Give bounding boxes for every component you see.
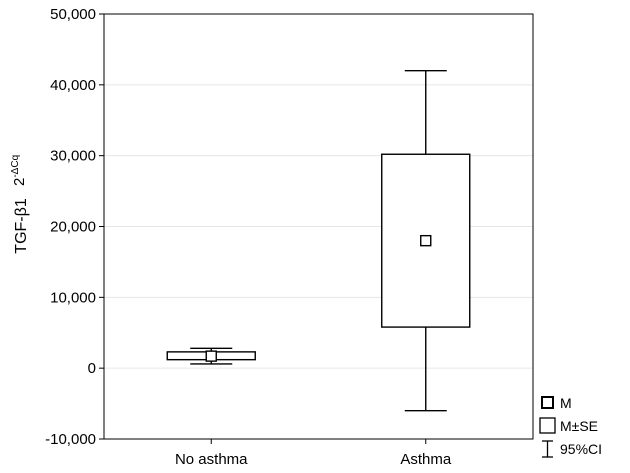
y-axis-unit-text: 2-ΔCq	[10, 155, 28, 186]
y-tick-label: 10,000	[50, 289, 96, 306]
box-group	[381, 69, 471, 412]
legend-entry: 95%CI	[542, 440, 602, 458]
box-series	[166, 69, 471, 412]
mean-marker	[205, 350, 217, 362]
y-tick-label: 30,000	[50, 148, 96, 165]
y-tick-label: 20,000	[50, 219, 96, 236]
y-axis-unit-exponent: -ΔCq	[10, 155, 21, 178]
legend-mean-swatch	[541, 396, 554, 409]
y-tick-label: 40,000	[50, 77, 96, 94]
box-group	[166, 347, 256, 365]
x-tick-label: Asthma	[400, 451, 452, 468]
x-axis-ticks: No asthma Asthma	[175, 439, 452, 468]
legend-box-swatch	[539, 417, 556, 434]
legend-entry: M	[541, 395, 572, 411]
y-tick-label: 50,000	[50, 6, 96, 23]
y-axis-unit-base: 2	[11, 178, 28, 186]
mean-marker	[420, 234, 432, 247]
x-tick-label: No asthma	[175, 451, 248, 468]
y-axis-title: TGF-β1	[13, 198, 30, 254]
y-axis-label: TGF-β1	[13, 198, 30, 254]
legend-label: M	[560, 395, 572, 411]
legend: M M±SE 95%CI	[539, 395, 602, 458]
y-tick-label: -10,000	[45, 431, 96, 448]
legend-label: M±SE	[560, 418, 598, 434]
y-axis-unit: 2-ΔCq	[10, 155, 28, 186]
y-axis-ticks: -10,000 0 10,000 20,000 30,000 40,000 50,000	[45, 6, 104, 448]
legend-label: 95%CI	[560, 441, 602, 457]
y-tick-label: 0	[88, 360, 96, 377]
legend-entry: M±SE	[539, 417, 598, 434]
